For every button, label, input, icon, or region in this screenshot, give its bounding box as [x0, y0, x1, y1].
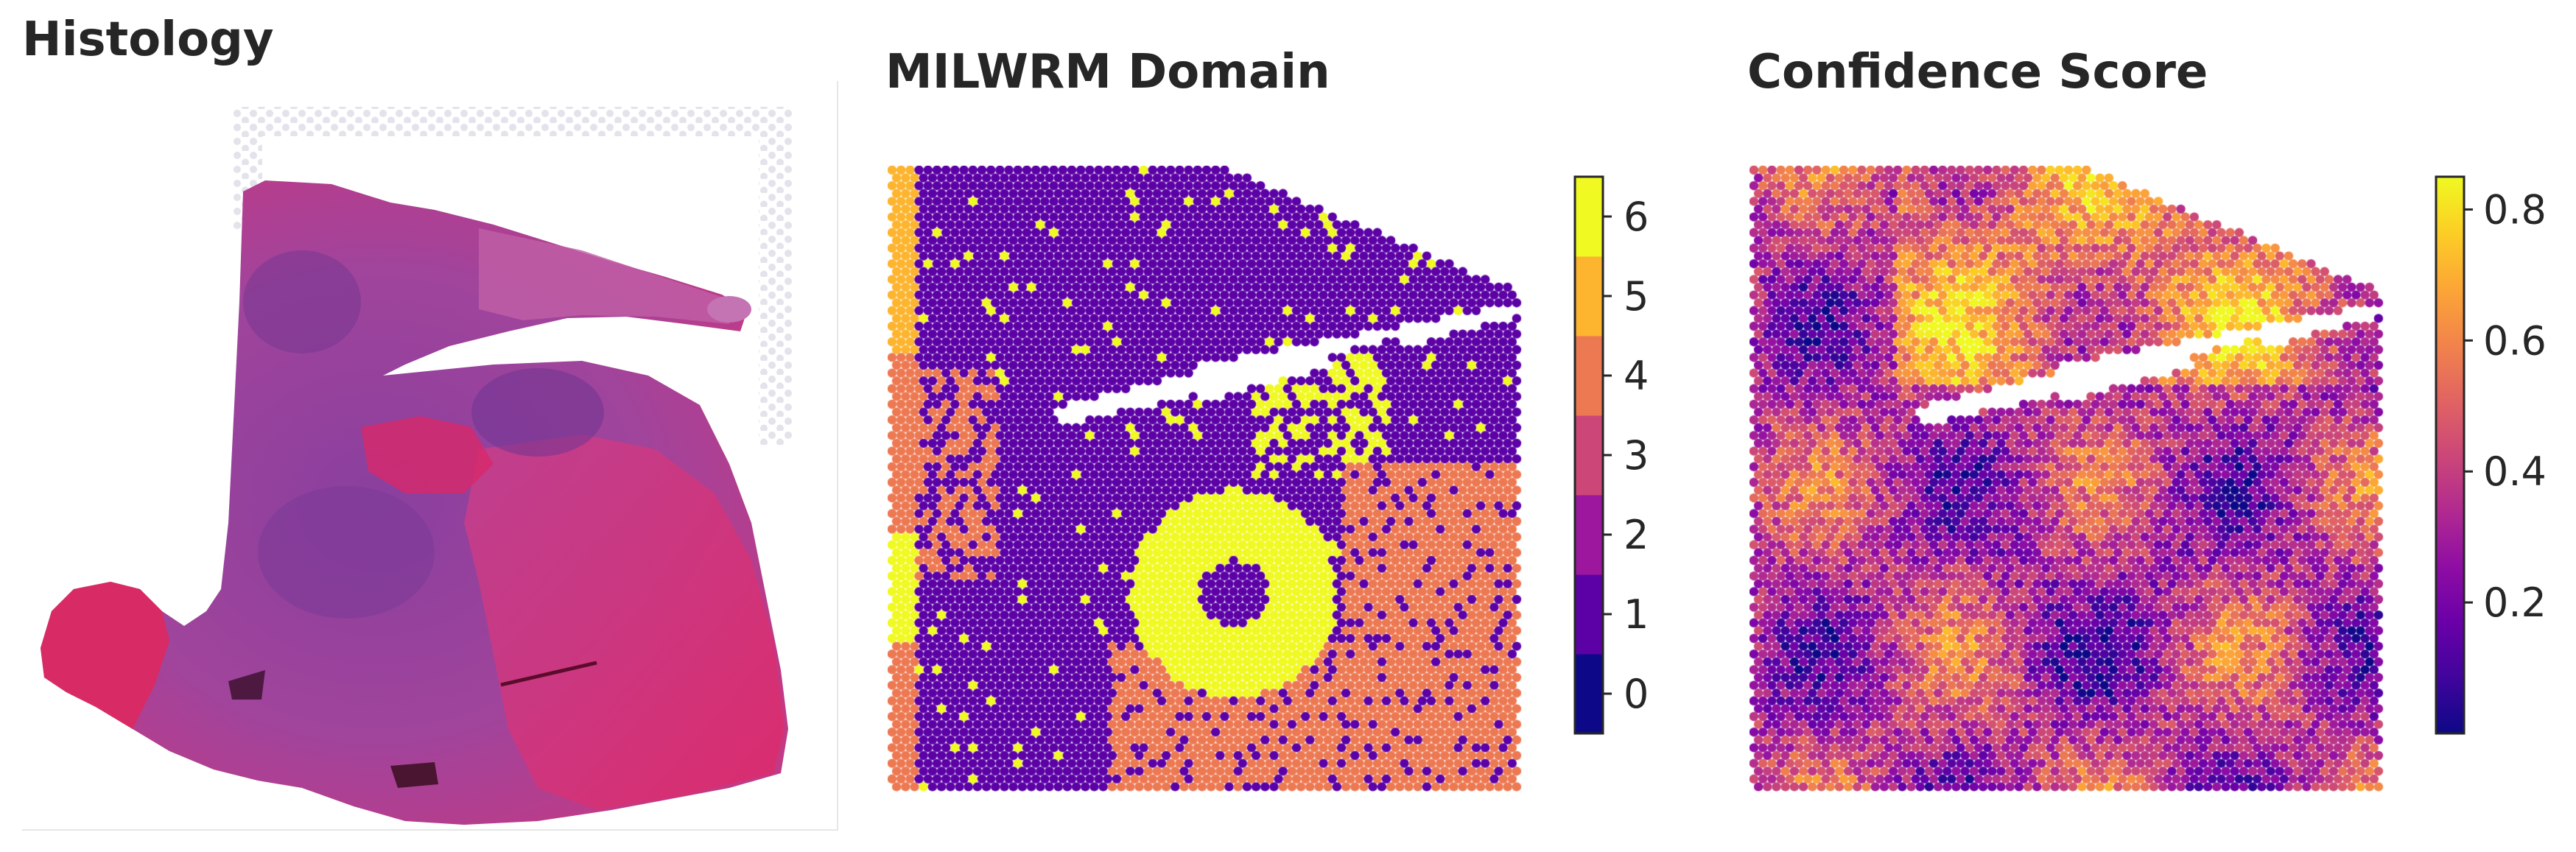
domain-colorbar-swatch — [1575, 415, 1603, 496]
tissue-left-lobe — [41, 582, 169, 729]
tumor-region-2 — [471, 368, 604, 457]
tissue-stroma — [464, 434, 785, 810]
domain-colorbar-swatch — [1575, 177, 1603, 257]
domain-colorbar-swatch — [1575, 495, 1603, 575]
confidence-title: Confidence Score — [1747, 45, 2208, 99]
domain-colorbar-swatch — [1575, 336, 1603, 416]
domain-colorbar-tick-label: 1 — [1624, 591, 1649, 638]
tissue-dark-patch-2 — [228, 670, 265, 700]
domain-colorbar-tick-label: 4 — [1624, 353, 1649, 399]
domain-colorbar: 0 1 2 3 4 5 6 — [1573, 175, 1649, 735]
domain-colorbar-tick-label: 3 — [1624, 432, 1649, 479]
domain-colorbar-tick-label: 0 — [1624, 671, 1649, 717]
tissue-upper-flap — [479, 228, 737, 324]
tumor-region-3 — [243, 250, 361, 353]
domain-colorbar-swatch — [1575, 256, 1603, 337]
domain-colorbar-tick-label: 2 — [1624, 512, 1649, 558]
confidence-colorbar-tick-label: 0.6 — [2483, 317, 2547, 364]
confidence-colorbar-ticks: 0.2 0.4 0.6 0.8 — [2464, 186, 2547, 626]
histology-image — [41, 107, 793, 825]
confidence-score-map — [1749, 166, 2398, 799]
tissue-tip — [707, 296, 751, 323]
domain-colorbar-swatch — [1575, 654, 1603, 734]
confidence-colorbar-gradient — [2436, 177, 2464, 733]
domain-title: MILWRM Domain — [885, 45, 1330, 99]
domain-colorbar-ticks: 0 1 2 3 4 5 6 — [1603, 194, 1649, 717]
domain-colorbar-swatches — [1575, 177, 1603, 734]
tissue-necrosis — [361, 416, 494, 493]
histology-title: Histology — [22, 13, 274, 67]
tissue-dark-patch — [390, 762, 438, 788]
histology-image-frame — [22, 81, 838, 831]
spot-grid-right — [759, 107, 793, 446]
confidence-colorbar-tick-label: 0.8 — [2483, 186, 2547, 233]
tumor-region-1 — [258, 486, 435, 619]
domain-colorbar-tick-label: 5 — [1624, 273, 1649, 320]
confidence-colorbar-tick-label: 0.2 — [2483, 580, 2547, 626]
confidence-colorbar: 0.2 0.4 0.6 0.8 — [2435, 175, 2547, 735]
domain-colorbar-swatch — [1575, 574, 1603, 655]
spot-grid-top — [233, 107, 793, 136]
confidence-colorbar-frame — [2435, 175, 2466, 735]
milwrm-domain-map — [888, 166, 1536, 799]
tissue-fold — [500, 661, 597, 687]
confidence-colorbar-tick-label: 0.4 — [2483, 448, 2547, 495]
domain-colorbar-tick-label: 6 — [1624, 194, 1649, 240]
